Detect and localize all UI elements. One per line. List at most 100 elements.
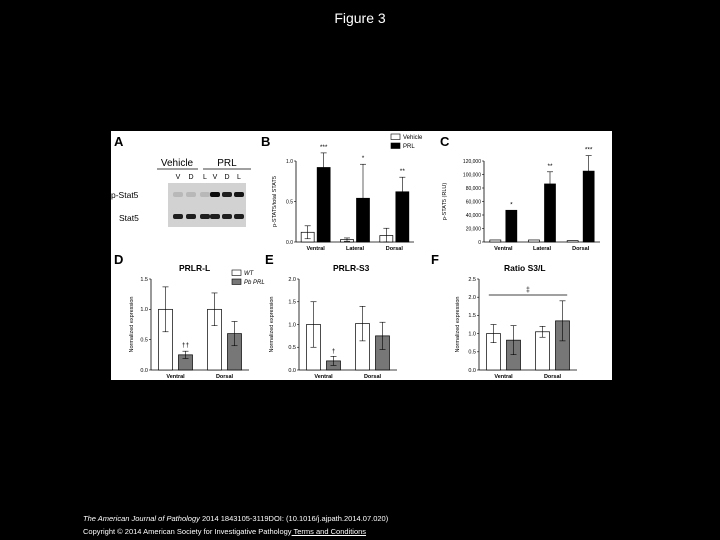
significance-marker: † <box>332 348 336 355</box>
citation-line: The American Journal of Pathology 2014 1… <box>83 514 388 523</box>
panel-letter: B <box>261 134 270 149</box>
copyright-text: Copyright © 2014 American Society for In… <box>83 527 292 536</box>
stat5-band <box>173 214 183 219</box>
y-tick-label: 1.5 <box>468 313 476 319</box>
y-axis-label: p-STAT5 (RLU) <box>442 183 448 221</box>
y-tick-label: 80,000 <box>466 186 482 192</box>
significance-marker: *** <box>320 144 328 151</box>
blot-row-label: Stat5 <box>119 213 139 223</box>
x-tick-label: Ventral <box>306 246 325 252</box>
blot-lane-label: V <box>213 174 218 181</box>
stat5-band <box>210 214 220 219</box>
significance-marker: *** <box>585 147 593 154</box>
legend-swatch <box>390 133 401 140</box>
y-tick-label: 0.5 <box>140 337 148 343</box>
x-tick-label: Lateral <box>533 246 552 252</box>
stat5-band <box>186 214 196 219</box>
journal-name: The American Journal of Pathology <box>83 514 200 523</box>
blot-group-vehicle: Vehicle <box>161 158 194 169</box>
y-tick-label: 1.5 <box>140 277 148 283</box>
panel-letter: E <box>265 252 274 267</box>
copyright-line: Copyright © 2014 American Society for In… <box>83 527 366 536</box>
x-tick-label: Dorsal <box>386 246 404 252</box>
chart-panel-b: B0.00.51.0p-STAT5/total STAT5Ventral***L… <box>261 133 423 252</box>
y-tick-label: 20,000 <box>466 226 482 232</box>
legend-label: Vehicle <box>403 135 423 141</box>
significance-marker: ‡ <box>526 287 530 294</box>
y-tick-label: 0 <box>478 240 481 246</box>
significance-marker: * <box>510 201 513 208</box>
x-tick-label: Dorsal <box>216 374 234 380</box>
y-tick-label: 0.0 <box>286 240 293 246</box>
x-tick-label: Dorsal <box>544 374 562 380</box>
stat5-band <box>234 214 244 219</box>
stat5-band <box>200 214 210 219</box>
p-stat5-band <box>186 192 196 197</box>
y-tick-label: 0.5 <box>288 345 296 351</box>
chart-panel-c: C 0 20,000 40,000 60,000 80,000 100,000 120,000… <box>440 134 600 252</box>
bar <box>505 209 518 243</box>
y-axis-label: Normalized expression <box>269 297 275 353</box>
y-tick-label: 1.0 <box>468 331 476 337</box>
p-stat5-band <box>173 192 183 197</box>
terms-link[interactable]: Terms and Conditions <box>291 527 367 536</box>
chart-title: Ratio S3/L <box>504 263 546 273</box>
y-tick-label: 0.0 <box>288 368 296 374</box>
blot-group-prl: PRL <box>217 158 237 169</box>
y-tick-label: 1.0 <box>286 159 293 165</box>
chart-panel-d: D PRLR-L 0.0 0.5 1.0 1.5 Normalized expression… <box>114 252 265 380</box>
bar <box>489 239 502 243</box>
significance-marker: * <box>362 155 365 162</box>
panel-letter: C <box>440 134 450 149</box>
y-axis-label: p-STAT5/total STAT5 <box>272 176 278 227</box>
x-tick-label: Ventral <box>314 374 333 380</box>
y-tick-label: 2.0 <box>468 295 476 301</box>
legend-label: PRL <box>403 144 415 150</box>
y-tick-label: 120,000 <box>463 159 481 165</box>
x-tick-label: Ventral <box>494 374 513 380</box>
p-stat5-band <box>200 192 210 197</box>
p-stat5-band <box>210 192 220 197</box>
panel-letter: D <box>114 252 123 267</box>
y-tick-label: 1.0 <box>140 307 148 313</box>
y-tick-label: 100,000 <box>463 172 481 178</box>
chart-title: PRLR-L <box>179 263 210 273</box>
blot-lane-label: D <box>188 174 193 181</box>
y-tick-label: 0.5 <box>286 199 293 205</box>
chart-panel-e: E PRLR-S3 0.0 0.5 1.0 1.5 2.0 Normalized expres… <box>265 252 397 380</box>
y-tick-label: 0.5 <box>468 350 476 356</box>
blot-row-label: p-Stat5 <box>111 190 139 200</box>
bar <box>528 239 540 243</box>
y-tick-label: 1.0 <box>288 322 296 328</box>
blot-lane-label: L <box>203 174 207 181</box>
y-tick-label: 0.0 <box>140 368 148 374</box>
p-stat5-band <box>234 192 244 197</box>
chart-title: PRLR-S3 <box>333 263 370 273</box>
panel-letter: A <box>114 134 124 149</box>
y-axis-label: Normalized expression <box>455 297 461 353</box>
legend-label: Pb PRL <box>244 280 265 286</box>
significance-marker: ** <box>400 168 406 175</box>
y-tick-label: 40,000 <box>466 213 482 219</box>
blot-image <box>168 183 246 227</box>
significance-marker: ** <box>547 163 553 170</box>
y-tick-label: 2.0 <box>288 277 296 283</box>
x-tick-label: Dorsal <box>364 374 382 380</box>
y-tick-label: 1.5 <box>288 300 296 306</box>
chart-panel-f: F Ratio S3/L 0.0 0.5 1.0 1.5 2.0 2.5 Normalized … <box>431 252 577 380</box>
blot-lane-label: D <box>224 174 229 181</box>
legend-swatch <box>390 142 401 149</box>
x-tick-label: Ventral <box>166 374 185 380</box>
blot-lane-label: V <box>176 174 181 181</box>
bar <box>566 240 579 243</box>
legend-swatch <box>231 278 242 285</box>
x-tick-label: Ventral <box>494 246 513 252</box>
significance-marker: †† <box>182 342 190 349</box>
y-axis-label: Normalized expression <box>129 297 135 353</box>
page-title: Figure 3 <box>334 10 386 26</box>
blot-lane-label: L <box>237 174 241 181</box>
y-tick-label: 60,000 <box>466 199 482 205</box>
